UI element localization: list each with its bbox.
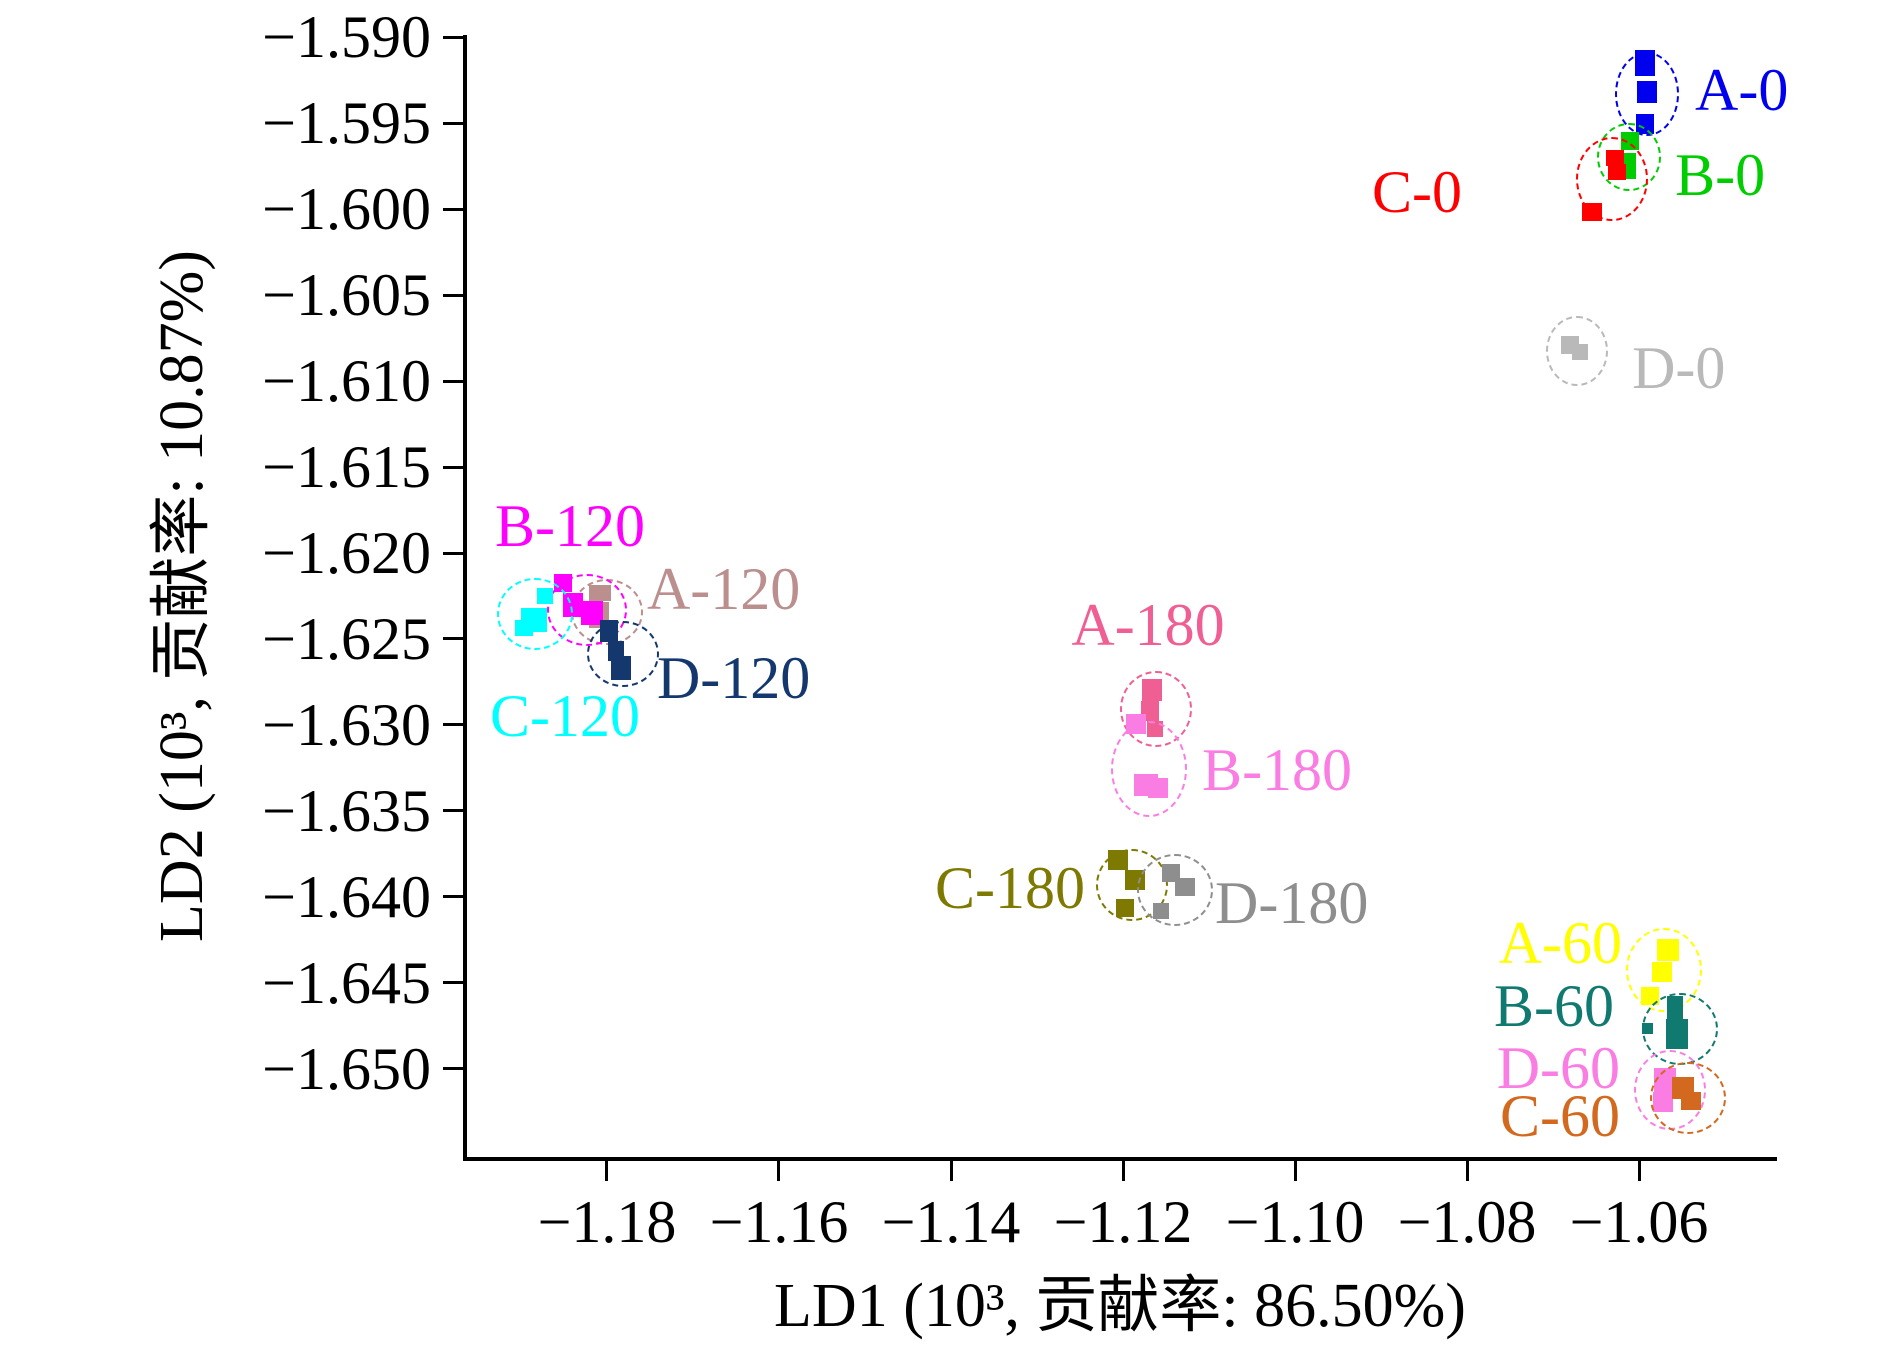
- y-tick: [443, 121, 463, 125]
- cluster-c-180-point: [1115, 898, 1134, 917]
- y-tick: [443, 1067, 463, 1071]
- y-tick-label: −1.630: [262, 691, 431, 758]
- x-tick: [1637, 1161, 1641, 1181]
- cluster-c-0-point: [1606, 149, 1625, 166]
- cluster-c-60-point: [1681, 1091, 1702, 1110]
- cluster-c-120-point: [514, 619, 533, 636]
- cluster-a-60-point: [1657, 938, 1679, 961]
- cluster-a-0-point: [1635, 50, 1656, 77]
- x-tick-label: −1.18: [537, 1189, 677, 1255]
- cluster-c-60-ellipse: [1650, 1061, 1727, 1134]
- cluster-c-0-label: C-0: [1372, 159, 1463, 226]
- x-axis-line: [463, 1157, 1777, 1161]
- x-tick: [1121, 1161, 1125, 1181]
- cluster-c-0-point: [1581, 202, 1602, 221]
- x-tick-label: −1.06: [1569, 1189, 1709, 1255]
- y-tick-label: −1.635: [262, 777, 431, 844]
- cluster-d-120-ellipse: [587, 621, 659, 688]
- x-tick: [777, 1161, 781, 1181]
- cluster-d-180-point: [1161, 863, 1180, 882]
- y-tick: [443, 981, 463, 985]
- cluster-b-60-point: [1667, 995, 1684, 1022]
- y-axis-line: [463, 35, 467, 1161]
- y-tick: [443, 551, 463, 555]
- cluster-d-180-point: [1175, 877, 1196, 896]
- x-tick: [949, 1161, 953, 1181]
- x-tick-label: −1.08: [1397, 1189, 1537, 1255]
- y-tick-label: −1.615: [262, 434, 431, 500]
- y-tick-label: −1.600: [262, 176, 431, 243]
- cluster-d-0-label: D-0: [1632, 334, 1726, 401]
- cluster-b-0-label: B-0: [1675, 141, 1766, 208]
- cluster-c-120-label: C-120: [490, 683, 641, 750]
- cluster-c-120-point: [536, 588, 553, 604]
- cluster-d-120-point: [608, 641, 625, 662]
- y-tick: [443, 809, 463, 813]
- cluster-d-0-point: [1572, 343, 1589, 360]
- y-tick: [443, 723, 463, 727]
- cluster-c-0-point: [1608, 164, 1626, 181]
- y-tick-label: −1.620: [262, 520, 431, 586]
- y-tick: [443, 637, 463, 641]
- cluster-b-180-point: [1125, 713, 1146, 734]
- cluster-b-180-point: [1148, 777, 1168, 798]
- x-tick: [1293, 1161, 1297, 1181]
- y-tick-label: −1.605: [262, 262, 431, 329]
- cluster-c-60-label: C-60: [1500, 1082, 1621, 1149]
- y-tick: [443, 293, 463, 297]
- cluster-d-180-point: [1153, 902, 1170, 919]
- cluster-a-0-label: A-0: [1695, 57, 1789, 124]
- y-tick-label: −1.625: [262, 605, 431, 672]
- y-tick: [443, 207, 463, 211]
- y-tick-label: −1.590: [262, 4, 431, 71]
- cluster-d-180-ellipse: [1136, 854, 1213, 927]
- cluster-b-180-label: B-180: [1202, 737, 1353, 804]
- cluster-b-60-label: B-60: [1494, 973, 1614, 1039]
- y-tick: [443, 379, 463, 383]
- cluster-d-180-label: D-180: [1215, 869, 1369, 936]
- y-tick-label: −1.610: [262, 348, 431, 415]
- cluster-a-0-point: [1637, 81, 1658, 104]
- cluster-d-120-label: D-120: [656, 645, 811, 712]
- cluster-b-60-point: [1641, 1023, 1653, 1035]
- cluster-a-120-label: A-120: [646, 555, 801, 622]
- cluster-d-120-point: [599, 619, 618, 642]
- x-tick-label: −1.12: [1053, 1189, 1193, 1255]
- cluster-b-120-label: B-120: [495, 493, 645, 559]
- cluster-a-180-label: A-180: [1071, 592, 1225, 659]
- cluster-c-180-point: [1108, 849, 1129, 870]
- cluster-c-180-label: C-180: [934, 855, 1085, 922]
- x-tick: [605, 1161, 609, 1181]
- cluster-d-120-point: [611, 656, 631, 681]
- x-axis-title: LD1 (10³, 贡献率: 86.50%): [774, 1272, 1466, 1340]
- x-tick: [1465, 1161, 1469, 1181]
- y-tick: [443, 895, 463, 899]
- cluster-d-0-ellipse: [1546, 316, 1609, 387]
- x-tick-label: −1.14: [881, 1189, 1021, 1255]
- y-tick: [443, 465, 463, 469]
- x-tick-label: −1.16: [709, 1189, 849, 1255]
- y-tick: [443, 35, 463, 39]
- y-axis-title: LD2 (10³, 贡献率: 10.87%): [148, 250, 216, 942]
- cluster-b-120-point: [581, 601, 604, 626]
- cluster-d-60-label: D-60: [1496, 1034, 1621, 1101]
- cluster-a-60-point: [1651, 961, 1672, 982]
- cluster-b-180-ellipse: [1111, 720, 1187, 817]
- y-tick-label: −1.650: [262, 1035, 431, 1102]
- cluster-b-60-point: [1666, 1019, 1689, 1050]
- cluster-a-180-point: [1141, 679, 1162, 702]
- cluster-c-0-ellipse: [1576, 137, 1649, 222]
- x-tick-label: −1.10: [1225, 1189, 1365, 1255]
- y-tick-label: −1.640: [262, 863, 431, 930]
- y-tick-label: −1.645: [262, 949, 431, 1016]
- y-tick-label: −1.595: [262, 90, 431, 157]
- cluster-a-60-label: A-60: [1498, 909, 1622, 976]
- cluster-c-120-ellipse: [497, 577, 574, 650]
